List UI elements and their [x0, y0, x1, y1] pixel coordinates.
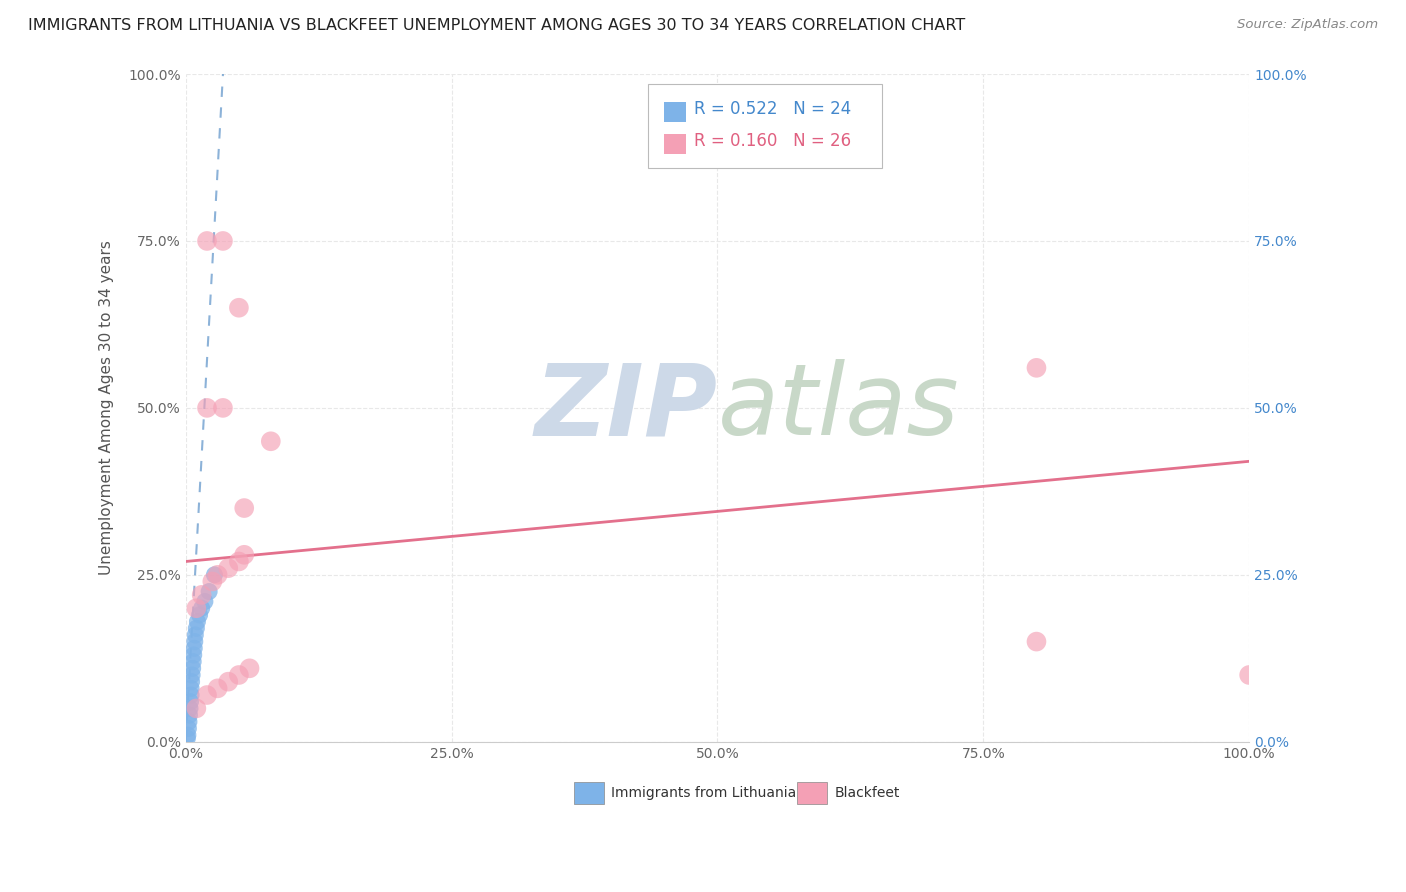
Point — [181, 668, 204, 682]
Point — [188, 607, 211, 622]
Bar — [664, 134, 686, 154]
Point — [181, 655, 204, 669]
Text: R = 0.522   N = 24: R = 0.522 N = 24 — [695, 101, 851, 119]
Point — [195, 234, 218, 248]
Point — [176, 731, 198, 746]
Point — [179, 701, 201, 715]
Point — [184, 628, 207, 642]
Text: Immigrants from Lithuania: Immigrants from Lithuania — [612, 786, 796, 800]
Point — [180, 695, 202, 709]
Text: Source: ZipAtlas.com: Source: ZipAtlas.com — [1237, 18, 1378, 31]
Point — [190, 601, 212, 615]
Point — [207, 681, 229, 696]
Point — [181, 661, 204, 675]
Point — [183, 648, 205, 662]
FancyBboxPatch shape — [648, 84, 883, 168]
Point — [228, 668, 250, 682]
Point — [179, 708, 201, 723]
Point — [233, 548, 256, 562]
Point — [198, 584, 221, 599]
Point — [217, 674, 239, 689]
Point — [212, 401, 235, 415]
Point — [260, 434, 283, 449]
Y-axis label: Unemployment Among Ages 30 to 34 years: Unemployment Among Ages 30 to 34 years — [100, 241, 114, 575]
Point — [228, 554, 250, 568]
Bar — [797, 782, 827, 804]
Text: ZIP: ZIP — [534, 359, 717, 457]
Point — [207, 567, 229, 582]
Point — [180, 681, 202, 696]
Point — [217, 561, 239, 575]
Point — [186, 621, 208, 635]
Point — [228, 301, 250, 315]
Point — [186, 701, 208, 715]
Point — [233, 501, 256, 516]
Text: Blackfeet: Blackfeet — [834, 786, 900, 800]
Text: IMMIGRANTS FROM LITHUANIA VS BLACKFEET UNEMPLOYMENT AMONG AGES 30 TO 34 YEARS CO: IMMIGRANTS FROM LITHUANIA VS BLACKFEET U… — [28, 18, 966, 33]
Point — [1237, 668, 1260, 682]
Point — [177, 714, 200, 729]
Text: R = 0.160   N = 26: R = 0.160 N = 26 — [695, 132, 851, 150]
Point — [195, 688, 218, 702]
Point — [190, 588, 212, 602]
Point — [180, 688, 202, 702]
Point — [201, 574, 224, 589]
Bar — [574, 782, 603, 804]
Point — [180, 674, 202, 689]
Point — [204, 567, 226, 582]
Point — [177, 728, 200, 742]
Point — [1025, 360, 1047, 375]
Point — [184, 634, 207, 648]
Text: atlas: atlas — [717, 359, 959, 457]
Point — [177, 722, 200, 736]
Point — [212, 234, 235, 248]
Point — [194, 594, 217, 608]
Point — [186, 615, 208, 629]
Point — [195, 401, 218, 415]
Point — [238, 661, 260, 675]
Point — [186, 601, 208, 615]
Point — [1025, 634, 1047, 648]
Point — [183, 641, 205, 656]
Bar — [664, 102, 686, 122]
